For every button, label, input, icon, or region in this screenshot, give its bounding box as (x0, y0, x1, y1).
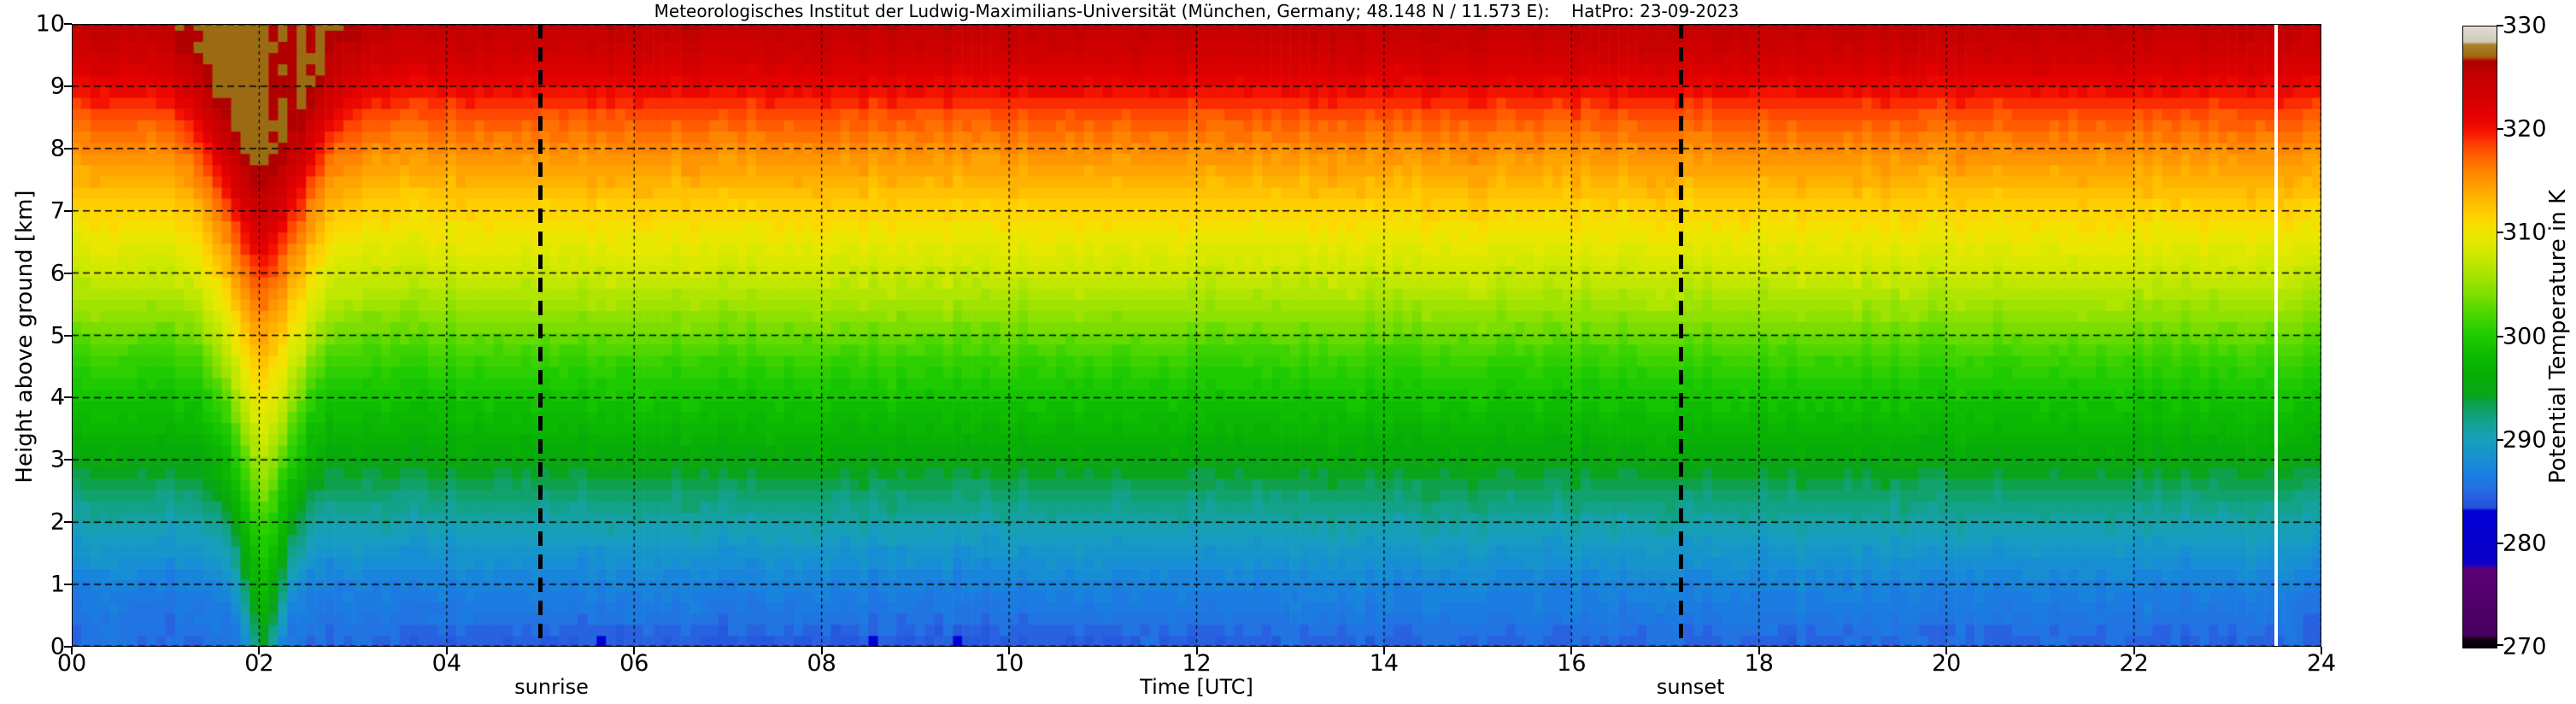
y-tick-label: 4 (50, 384, 65, 411)
x-tick-label: 20 (1931, 650, 1962, 677)
colorbar-tick-mark (2497, 232, 2503, 234)
x-tick-mark (633, 647, 636, 654)
x-tick-mark (820, 647, 823, 654)
colorbar-tick-mark (2497, 438, 2503, 441)
colorbar-canvas (2462, 26, 2497, 648)
y-tick-mark (64, 646, 72, 648)
y-tick-mark (64, 459, 72, 461)
data-gap-line (2274, 25, 2279, 646)
y-tick-mark (64, 23, 72, 25)
y-tick-mark (64, 521, 72, 524)
x-tick-mark (1757, 647, 1760, 654)
colorbar-tick-mark (2497, 542, 2503, 544)
y-tick-label: 10 (35, 10, 65, 38)
y-tick-mark (64, 209, 72, 212)
x-tick-mark (71, 647, 73, 654)
x-tick-label: 00 (56, 650, 87, 677)
y-tick-mark (64, 147, 72, 150)
plot-frame (72, 24, 2321, 647)
x-tick-label: 10 (994, 650, 1024, 677)
y-tick-mark (64, 396, 72, 399)
x-axis-label: Time [UTC] (1140, 675, 1253, 699)
colorbar-tick-mark (2497, 25, 2503, 26)
x-tick-mark (445, 647, 448, 654)
x-tick-label: 22 (2119, 650, 2149, 677)
y-tick-label: 2 (50, 508, 65, 536)
y-tick-mark (64, 85, 72, 87)
chart-title: Meteorologisches Institut der Ludwig-Max… (654, 1, 1740, 21)
colorbar-tick-label: 280 (2503, 530, 2547, 557)
y-tick-mark (64, 584, 72, 586)
colorbar-tick-label: 300 (2503, 323, 2547, 349)
colorbar-tick-mark (2497, 128, 2503, 131)
y-tick-mark (64, 272, 72, 274)
x-tick-mark (258, 647, 261, 654)
x-tick-mark (2321, 647, 2322, 654)
x-tick-label: 18 (1744, 650, 1774, 677)
y-tick-label: 1 (50, 571, 65, 598)
y-tick-label: 9 (50, 73, 65, 100)
colorbar-tick-label: 330 (2503, 12, 2547, 39)
x-tick-label: 12 (1182, 650, 1212, 677)
y-tick-label: 7 (50, 197, 65, 225)
x-tick-mark (1570, 647, 1573, 654)
colorbar-tick-label: 310 (2503, 219, 2547, 246)
x-tick-label: 08 (807, 650, 836, 677)
colorbar-tick-label: 320 (2503, 115, 2547, 143)
colorbar-tick-mark (2497, 644, 2503, 646)
x-tick-label: 14 (1369, 650, 1399, 677)
x-tick-label: 16 (1557, 650, 1587, 677)
heatmap-canvas (72, 24, 2321, 647)
x-tick-label: 04 (431, 650, 462, 677)
y-tick-label: 0 (50, 633, 65, 660)
y-tick-mark (64, 334, 72, 337)
sunset-line (1679, 24, 1684, 647)
y-tick-label: 8 (50, 135, 65, 162)
y-axis-label: Height above ground [km] (12, 190, 38, 484)
sunset-label: sunset (1656, 675, 1725, 699)
sunrise-line (538, 24, 543, 647)
y-tick-label: 6 (50, 260, 65, 287)
x-tick-mark (1008, 647, 1011, 654)
x-tick-label: 24 (2306, 650, 2337, 677)
x-tick-mark (1195, 647, 1198, 654)
x-tick-mark (2133, 647, 2135, 654)
y-tick-label: 5 (50, 322, 65, 349)
colorbar-tick-label: 290 (2503, 426, 2547, 454)
x-tick-mark (1945, 647, 1948, 654)
colorbar-tick-mark (2497, 335, 2503, 337)
y-tick-label: 3 (50, 446, 65, 473)
colorbar-tick-label: 270 (2503, 633, 2547, 660)
x-tick-mark (1382, 647, 1385, 654)
sunrise-label: sunrise (514, 675, 589, 699)
x-tick-label: 02 (244, 650, 274, 677)
x-tick-label: 06 (619, 650, 649, 677)
colorbar-label: Potential Temperature in K (2545, 189, 2571, 484)
